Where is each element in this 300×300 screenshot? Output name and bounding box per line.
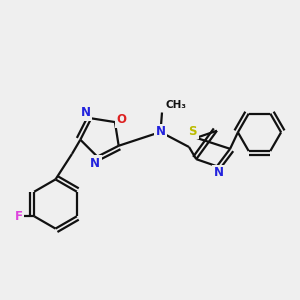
Text: N: N — [90, 157, 100, 170]
Text: CH₃: CH₃ — [166, 100, 187, 110]
Text: F: F — [15, 210, 22, 223]
Text: N: N — [155, 125, 166, 139]
Text: N: N — [213, 167, 224, 179]
Text: S: S — [188, 125, 197, 138]
Text: N: N — [81, 106, 91, 119]
Text: O: O — [116, 113, 127, 126]
